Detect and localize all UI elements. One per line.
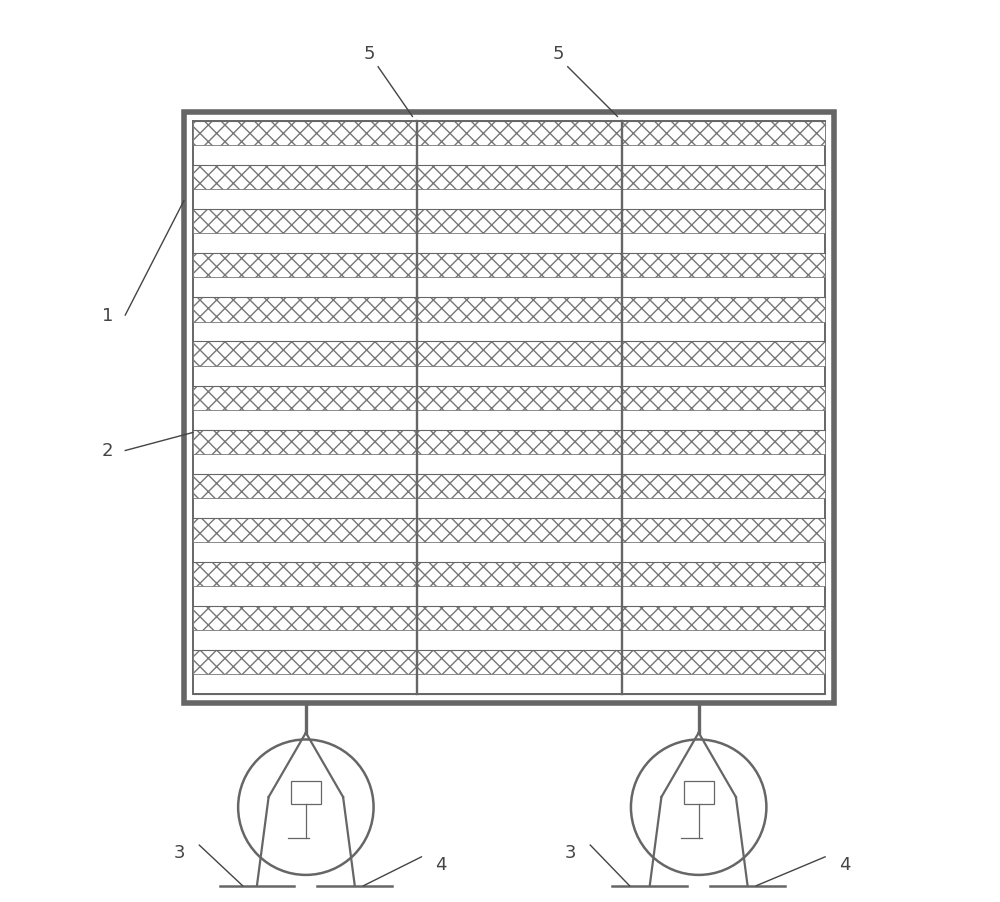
Bar — [193, 386, 825, 410]
Bar — [193, 562, 825, 586]
Text: 3: 3 — [565, 843, 576, 861]
Bar — [684, 781, 714, 804]
Bar — [193, 474, 825, 499]
Bar — [193, 122, 825, 146]
Bar — [193, 430, 825, 455]
Text: 2: 2 — [101, 442, 113, 460]
Bar — [193, 122, 825, 695]
Text: 4: 4 — [436, 855, 447, 873]
Bar — [193, 606, 825, 630]
Bar — [193, 342, 825, 366]
Bar — [193, 166, 825, 190]
Bar — [193, 650, 825, 675]
Bar — [193, 254, 825, 278]
Bar — [193, 298, 825, 322]
Bar — [193, 210, 825, 235]
Circle shape — [631, 740, 766, 875]
Text: 5: 5 — [363, 45, 375, 63]
Bar — [184, 113, 834, 704]
Text: 1: 1 — [102, 307, 113, 325]
Bar — [193, 519, 825, 542]
Bar — [291, 781, 321, 804]
Circle shape — [238, 740, 374, 875]
Text: 5: 5 — [553, 45, 564, 63]
Text: 3: 3 — [174, 843, 185, 861]
Text: 4: 4 — [839, 855, 851, 873]
